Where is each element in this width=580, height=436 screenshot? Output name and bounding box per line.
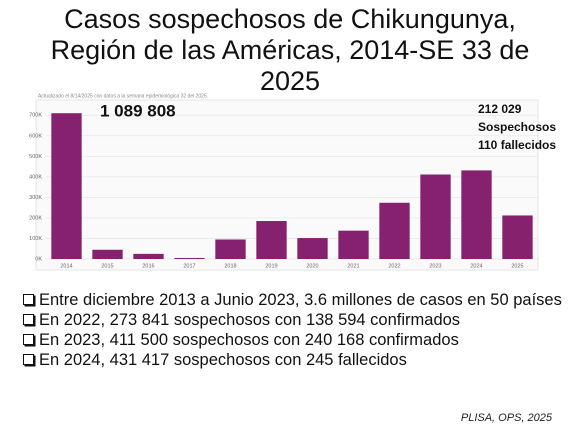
bar — [379, 202, 410, 259]
bullet-list: Entre diciembre 2013 a Junio 2023, 3.6 m… — [22, 290, 567, 370]
x-tick-label: 2019 — [265, 263, 277, 269]
y-tick-label: 0K — [35, 256, 42, 262]
x-tick-label: 2023 — [429, 263, 441, 269]
bar — [256, 221, 287, 259]
bullet-text: En 2024, 431 417 sospechosos con 245 fal… — [39, 351, 407, 369]
x-tick-label: 2015 — [101, 263, 113, 269]
y-tick-label: 500K — [29, 154, 42, 160]
chart-title: Casos sospechosos de Chikungunya, Región… — [0, 4, 580, 97]
y-tick-label: 100K — [29, 236, 42, 242]
bullet-box — [23, 294, 34, 305]
y-tick-label: 400K — [29, 174, 42, 180]
annotation: Sospechosos — [478, 120, 556, 134]
bar — [51, 113, 82, 259]
x-tick-label: 2021 — [347, 263, 359, 269]
x-tick-label: 2018 — [224, 263, 236, 269]
bullet: Entre diciembre 2013 a Junio 2023, 3.6 m… — [22, 290, 567, 310]
source: PLISA, OPS, 2025 — [460, 412, 552, 424]
bar — [420, 174, 451, 259]
y-tick-label: 700K — [29, 113, 42, 119]
bar — [92, 249, 123, 259]
x-tick-label: 2014 — [60, 263, 72, 269]
x-tick-label: 2022 — [388, 263, 400, 269]
bullet: En 2022, 273 841 sospechosos con 138 594… — [22, 310, 567, 330]
title-line: Casos sospechosos de Chikungunya, — [64, 4, 516, 34]
x-tick-label: 2025 — [511, 263, 523, 269]
chart-subtitle: Actualizado el 8/14/2025 con datos a la … — [38, 93, 208, 99]
y-tick-label: 300K — [29, 195, 42, 201]
bullet-text: En 2023, 411 500 sospechosos con 240 168… — [39, 331, 459, 349]
x-tick-label: 2016 — [142, 263, 154, 269]
x-tick-label: 2024 — [470, 263, 482, 269]
annotation: 212 029 — [478, 102, 522, 116]
x-tick-label: 2020 — [306, 263, 318, 269]
x-tick-label: 2017 — [183, 263, 195, 269]
bar — [461, 170, 492, 259]
y-tick-label: 600K — [29, 133, 42, 139]
plot-frame — [35, 99, 539, 271]
bar — [338, 230, 369, 259]
bullet-text: Entre diciembre 2013 a Junio 2023, 3.6 m… — [39, 291, 562, 309]
bar — [502, 215, 533, 259]
bullet-box — [23, 354, 34, 365]
bullet: En 2024, 431 417 sospechosos con 245 fal… — [22, 350, 567, 370]
annotation: 1 089 808 — [100, 101, 176, 120]
bar — [215, 239, 246, 259]
title-line: 2025 — [259, 66, 321, 96]
bar — [133, 253, 164, 259]
annotation: 110 fallecidos — [478, 138, 556, 152]
bullet-text: En 2022, 273 841 sospechosos con 138 594… — [39, 311, 461, 329]
title-line: Región de las Américas, 2014-SE 33 de — [50, 35, 530, 65]
bullet-box — [23, 314, 34, 325]
bar — [174, 257, 205, 259]
bar — [297, 238, 328, 259]
bullet-box — [23, 334, 34, 345]
y-tick-label: 200K — [29, 215, 42, 221]
bullet: En 2023, 411 500 sospechosos con 240 168… — [22, 330, 567, 350]
chart: Actualizado el 8/14/2025 con datos a la … — [29, 93, 556, 271]
